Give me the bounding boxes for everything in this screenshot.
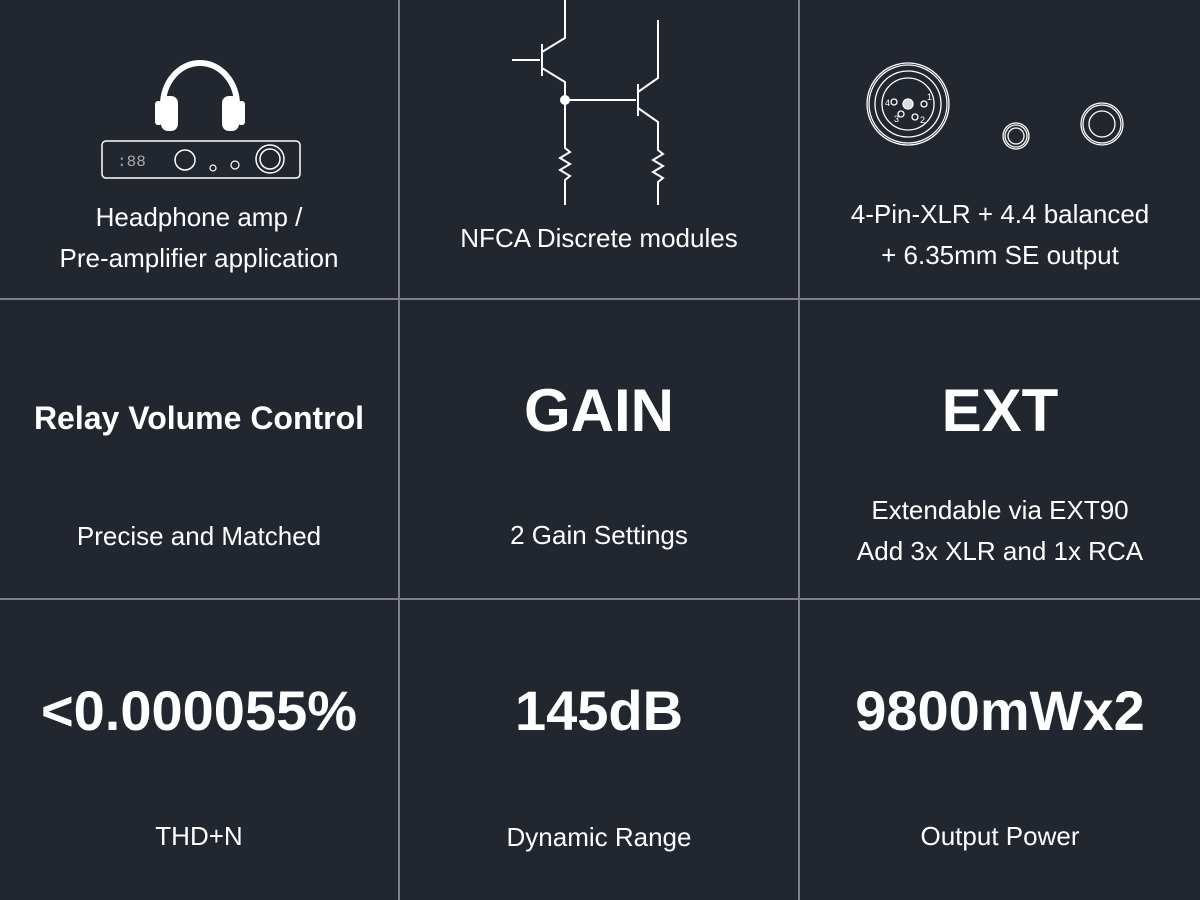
svg-text:4: 4 xyxy=(885,98,890,108)
feature-headphone-amp: :88 Headphone amp / Pre-amplifier applic… xyxy=(0,0,400,300)
output-connectors-icon: 1 2 3 4 xyxy=(866,62,1124,150)
feature-headline: <0.000055% xyxy=(40,679,358,742)
transistor-circuit-icon xyxy=(512,0,665,205)
headphone-amp-icon: :88 xyxy=(101,60,301,179)
feature-label: 4-Pin-XLR + 4.4 balanced + 6.35mm SE out… xyxy=(850,199,1150,270)
feature-label: Headphone amp / Pre-amplifier applicatio… xyxy=(59,202,339,273)
feature-headline: Relay Volume Control xyxy=(33,400,365,436)
feature-ext: EXT Extendable via EXT90 Add 3x XLR and … xyxy=(800,300,1200,600)
feature-label: THD+N xyxy=(155,821,243,851)
feature-dynamic-range: 145dB Dynamic Range xyxy=(400,600,800,900)
feature-outputs: 1 2 3 4 4-Pin-XLR + 4.4 balanced + 6.35m… xyxy=(800,0,1200,300)
feature-headline: EXT xyxy=(941,377,1059,444)
feature-label: Dynamic Range xyxy=(506,822,692,852)
svg-text:3: 3 xyxy=(894,114,899,124)
feature-nfca: NFCA Discrete modules xyxy=(400,0,800,300)
feature-label: NFCA Discrete modules xyxy=(460,223,738,253)
feature-thd: <0.000055% THD+N xyxy=(0,600,400,900)
feature-headline: 145dB xyxy=(514,679,684,742)
svg-text:2: 2 xyxy=(920,115,925,125)
feature-output-power: 9800mWx2 Output Power xyxy=(800,600,1200,900)
feature-gain: GAIN 2 Gain Settings xyxy=(400,300,800,600)
feature-label: 2 Gain Settings xyxy=(510,520,688,550)
feature-label: Precise and Matched xyxy=(76,521,322,551)
svg-text::88: :88 xyxy=(117,153,146,171)
feature-label: Output Power xyxy=(920,821,1080,851)
svg-text:1: 1 xyxy=(927,92,932,102)
feature-headline: 9800mWx2 xyxy=(855,679,1145,742)
feature-headline: GAIN xyxy=(524,377,674,444)
feature-relay-volume: Relay Volume Control Precise and Matched xyxy=(0,300,400,600)
feature-label: Extendable via EXT90 Add 3x XLR and 1x R… xyxy=(856,495,1144,566)
